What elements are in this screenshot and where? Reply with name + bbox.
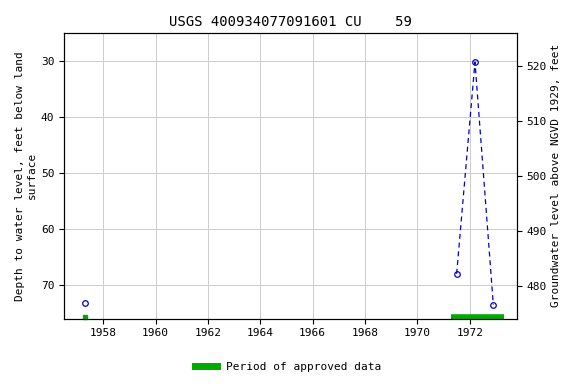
- Legend: Period of approved data: Period of approved data: [191, 358, 385, 377]
- Title: USGS 400934077091601 CU    59: USGS 400934077091601 CU 59: [169, 15, 412, 29]
- Y-axis label: Groundwater level above NGVD 1929, feet: Groundwater level above NGVD 1929, feet: [551, 44, 561, 307]
- Y-axis label: Depth to water level, feet below land
surface: Depth to water level, feet below land su…: [15, 51, 37, 301]
